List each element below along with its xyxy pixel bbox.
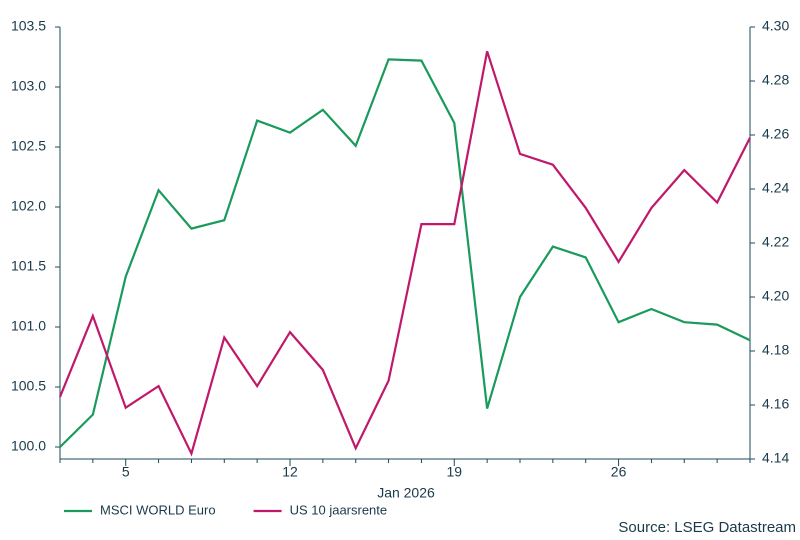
y-tick-label: 103.5 [11, 18, 46, 34]
y2-tick-label: 4.14 [762, 450, 789, 466]
y-tick-label: 102.0 [11, 198, 46, 214]
x-tick-label: 26 [611, 464, 627, 480]
y2-tick-label: 4.16 [762, 396, 789, 412]
y2-tick-label: 4.28 [762, 72, 789, 88]
legend-label: MSCI WORLD Euro [100, 502, 216, 517]
x-tick-label: 12 [282, 464, 298, 480]
y-tick-label: 101.5 [11, 258, 46, 274]
y2-tick-label: 4.24 [762, 180, 789, 196]
y-tick-label: 103.0 [11, 78, 46, 94]
y2-tick-label: 4.20 [762, 288, 789, 304]
y-tick-label: 101.0 [11, 318, 46, 334]
y2-tick-label: 4.30 [762, 18, 789, 34]
y2-tick-label: 4.26 [762, 126, 789, 142]
legend-label: US 10 jaarsrente [290, 502, 388, 517]
source: Source: LSEG Datastream [618, 519, 796, 536]
x-tick-label: 19 [446, 464, 462, 480]
y2-tick-label: 4.22 [762, 234, 789, 250]
series-line [59, 58, 751, 448]
x-tick-label: 5 [122, 464, 130, 480]
y-tick-label: 100.0 [11, 438, 46, 454]
x-axis-label: Jan 2026 [377, 485, 435, 501]
y2-tick-label: 4.18 [762, 342, 789, 358]
y-tick-label: 100.5 [11, 378, 46, 394]
series-line [58, 50, 751, 457]
y-tick-label: 102.5 [11, 138, 46, 154]
